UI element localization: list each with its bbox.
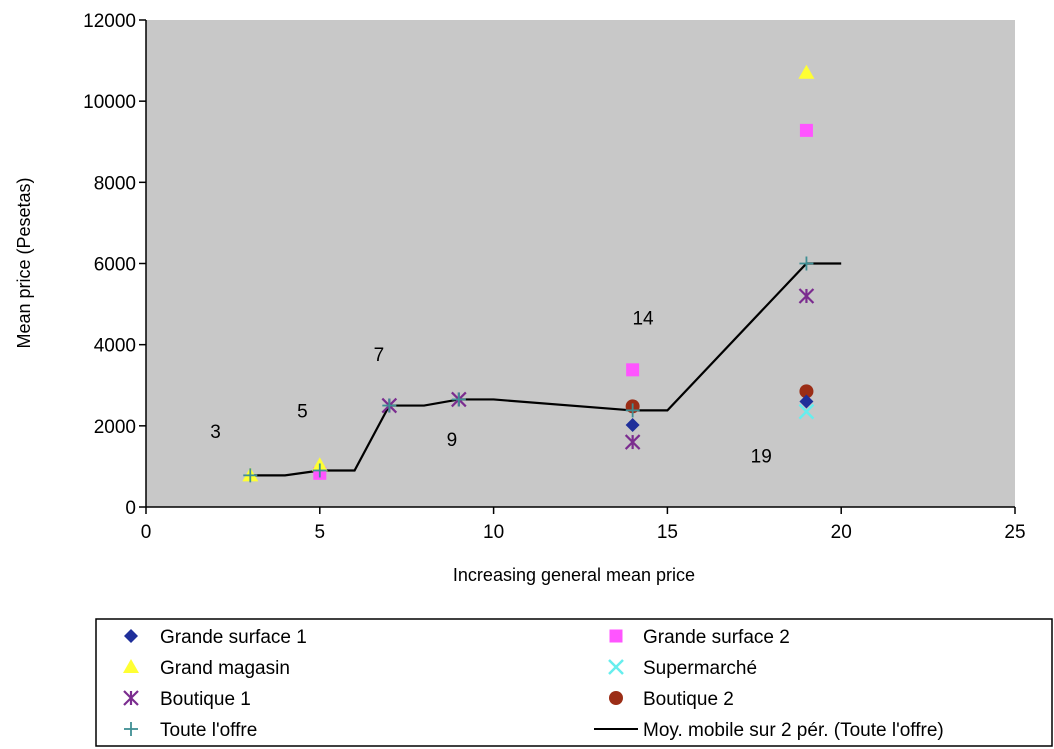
legend-label: Moy. mobile sur 2 pér. (Toute l'offre) bbox=[643, 720, 944, 741]
data-point-boutique-1 bbox=[798, 288, 815, 304]
x-tick-label: 5 bbox=[315, 522, 326, 543]
data-point-supermarch-stroke bbox=[798, 403, 815, 420]
annotation-label: 5 bbox=[297, 402, 308, 423]
data-point-grand-magasin bbox=[798, 64, 815, 79]
annotation-label: 3 bbox=[210, 422, 221, 443]
data-point-toute-l-offre bbox=[451, 392, 466, 407]
data-point-toute-l-offre bbox=[382, 398, 397, 413]
annotation-label: 7 bbox=[374, 345, 385, 366]
data-point-toute-l-offre bbox=[799, 256, 814, 271]
x-tick-label: 0 bbox=[141, 522, 152, 543]
legend-marker-supermarch bbox=[608, 659, 624, 675]
axes: 0 2000 4000 6000 8000 10000 12000 0 5 10 15 20 25 bbox=[83, 11, 1025, 543]
y-tick-label: 2000 bbox=[94, 417, 136, 438]
annotation-label: 9 bbox=[447, 430, 458, 451]
legend-label: Grande surface 2 bbox=[643, 627, 790, 648]
annotation-label: 14 bbox=[632, 308, 654, 329]
annotations: 3 5 7 9 14 19 bbox=[210, 308, 772, 467]
y-tick-label: 6000 bbox=[94, 255, 136, 276]
data-point-grande-surface-2 bbox=[626, 363, 640, 377]
legend-label: Boutique 2 bbox=[643, 689, 734, 710]
legend-marker-grande-surface-2 bbox=[609, 629, 623, 643]
y-tick-label: 10000 bbox=[83, 92, 136, 113]
x-axis-label: Increasing general mean price bbox=[453, 565, 695, 585]
y-tick-label: 4000 bbox=[94, 336, 136, 357]
legend-label: Supermarché bbox=[643, 658, 757, 679]
y-tick-label: 0 bbox=[125, 498, 136, 519]
y-tick-label: 8000 bbox=[94, 173, 136, 194]
data-point-supermarch bbox=[798, 403, 815, 420]
legend-marker-toute-l-offre bbox=[124, 722, 138, 736]
legend-marker-supermarch-stroke bbox=[608, 659, 624, 675]
x-tick-label: 10 bbox=[483, 522, 504, 543]
legend-marker-grand-magasin bbox=[123, 659, 139, 673]
x-tick-label: 20 bbox=[831, 522, 852, 543]
legend-label: Grande surface 1 bbox=[160, 627, 307, 648]
chart-marks bbox=[242, 64, 842, 483]
data-point-grande-surface-1 bbox=[625, 418, 640, 433]
legend-marker-grande-surface-1 bbox=[124, 629, 138, 643]
data-point-toute-l-offre bbox=[625, 403, 640, 418]
legend-marker-boutique-2 bbox=[609, 691, 623, 705]
annotation-label: 19 bbox=[751, 446, 772, 467]
legend: Grande surface 1 Grand magasin Boutique 1 T… bbox=[95, 618, 1053, 747]
plot-area bbox=[146, 20, 1015, 507]
legend-label: Grand magasin bbox=[160, 658, 290, 679]
data-point-boutique-2 bbox=[799, 384, 814, 399]
data-point-toute-l-offre bbox=[243, 468, 258, 483]
data-point-grande-surface-1 bbox=[799, 394, 814, 409]
y-tick-label: 12000 bbox=[83, 11, 136, 32]
legend-label: Toute l'offre bbox=[160, 720, 257, 741]
y-axis-label: Mean price (Pesetas) bbox=[14, 177, 34, 348]
legend-marker-boutique-1 bbox=[123, 690, 139, 706]
data-point-boutique-1 bbox=[624, 434, 641, 450]
data-point-toute-l-offre bbox=[312, 463, 327, 478]
legend-label: Boutique 1 bbox=[160, 689, 251, 710]
x-tick-label: 25 bbox=[1004, 522, 1025, 543]
data-point-grande-surface-2 bbox=[799, 123, 813, 137]
x-tick-label: 15 bbox=[657, 522, 678, 543]
legend-box bbox=[95, 618, 1053, 747]
